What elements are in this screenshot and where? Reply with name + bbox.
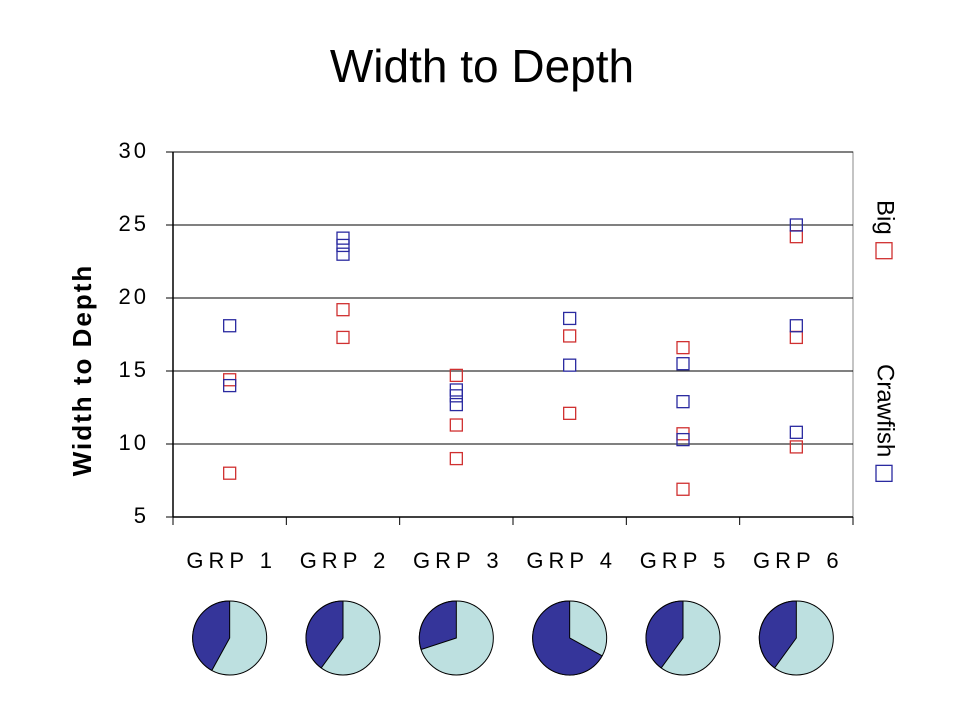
- data-point: [789, 425, 803, 439]
- x-tick-label: GRP 4: [526, 548, 617, 573]
- chart-title: Width to Depth: [330, 40, 634, 92]
- legend-marker: [875, 242, 893, 260]
- data-point: [449, 418, 463, 432]
- legend: Big Crawfish: [872, 200, 899, 483]
- x-tick-label: GRP 2: [300, 548, 391, 573]
- data-point: [789, 319, 803, 333]
- data-point: [789, 218, 803, 232]
- data-point: [676, 395, 690, 409]
- data-point: [563, 329, 577, 343]
- y-tick-label: 30: [119, 138, 149, 163]
- data-point: [336, 231, 350, 245]
- y-tick-label: 10: [119, 430, 149, 455]
- pie-slice: [532, 600, 603, 676]
- data-point: [336, 238, 350, 253]
- data-point: [789, 440, 803, 454]
- legend-label: Crawfish: [872, 364, 899, 457]
- data-point: [449, 389, 463, 403]
- legend-marker: [875, 464, 893, 483]
- data-point: [676, 482, 690, 496]
- data-point: [676, 432, 690, 447]
- plot-area: [172, 151, 854, 518]
- data-point: [336, 303, 350, 317]
- data-point: [563, 311, 577, 326]
- data-point: [449, 368, 463, 383]
- pie-slice: [305, 600, 344, 669]
- data-point: [676, 340, 690, 355]
- data-point: [789, 330, 803, 345]
- x-tick-label: GRP 1: [186, 548, 277, 573]
- data-point: [676, 357, 690, 371]
- x-tick-label: GRP 6: [753, 548, 844, 573]
- y-tick-label: 20: [119, 284, 149, 309]
- y-axis-label: Width to Depth: [67, 264, 97, 477]
- y-tick-label: 15: [119, 357, 149, 382]
- y-tick-label: 25: [119, 211, 149, 236]
- data-point: [789, 230, 803, 244]
- data-point: [563, 358, 577, 372]
- x-tick-label: GRP 3: [413, 548, 504, 573]
- data-point: [223, 319, 237, 333]
- pie-slice: [418, 600, 457, 651]
- pie-slice: [645, 600, 684, 669]
- y-tick-label: 5: [134, 503, 149, 528]
- pie-slice: [192, 600, 231, 672]
- data-point: [336, 330, 350, 345]
- data-point: [449, 451, 463, 466]
- data-point: [223, 378, 237, 393]
- data-point: [336, 247, 350, 261]
- x-tick-label: GRP 5: [640, 548, 731, 573]
- data-point: [563, 406, 577, 420]
- data-point: [449, 397, 463, 412]
- pie-slice: [758, 600, 797, 669]
- legend-label: Big: [872, 200, 899, 235]
- data-point: [223, 466, 237, 480]
